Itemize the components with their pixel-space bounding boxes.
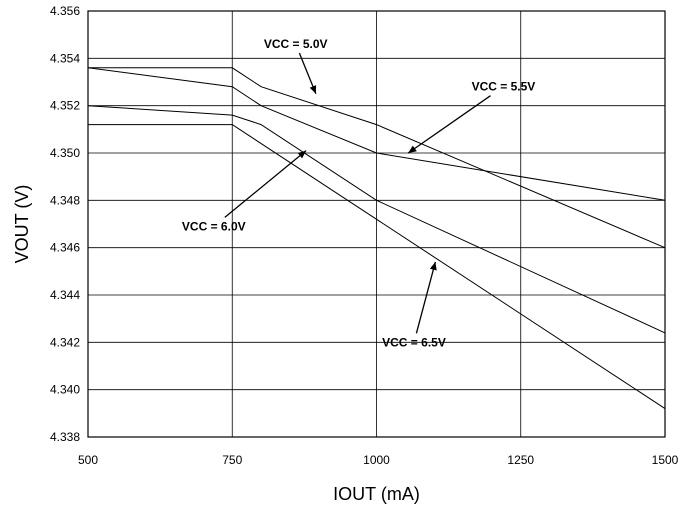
x-axis-label: IOUT (mA) [333,484,420,504]
series-line-4 [88,124,666,410]
x-tick-label: 750 [222,453,242,467]
annotation-label: VCC = 6.5V [382,335,446,349]
y-tick-label: 4.342 [50,335,80,349]
annotation-arrow-line [415,261,437,334]
y-tick-label: 4.344 [50,288,80,302]
x-tick-label: 1000 [363,453,390,467]
annotation-arrowhead [297,150,307,159]
series-line-3 [87,105,666,334]
annotation-label: VCC = 5.5V [472,80,536,94]
annotation-arrowhead [309,85,317,94]
series-lines [87,67,666,410]
y-tick-label: 4.346 [50,241,80,255]
annotation-label: VCC = 5.0V [264,37,328,51]
y-axis-label: VOUT (V) [12,185,32,264]
tick-labels: 4.338 4.340 4.342 4.344 4.346 4.348 4.350 4.352… [50,4,679,467]
x-tick-label: 1500 [652,453,679,467]
annotation-label: VCC = 6.0V [182,219,246,233]
annotations: VCC = 5.0V VCC = 5.5V VCC = 6.0V VCC = 6.5V [182,37,535,349]
annotation-arrowhead [429,261,437,271]
annotation-arrow-line [407,95,491,154]
y-tick-label: 4.340 [50,383,80,397]
x-tick-label: 500 [78,453,98,467]
series-line-1 [88,67,666,249]
y-tick-label: 4.348 [50,193,80,207]
y-tick-label: 4.354 [50,51,80,65]
y-tick-label: 4.338 [50,430,80,444]
y-tick-label: 4.350 [50,146,80,160]
y-tick-label: 4.356 [50,4,80,18]
plot-frame [87,10,666,438]
annotation-arrow-line [224,150,307,218]
annotation-arrowhead [408,145,417,153]
y-tick-label: 4.352 [50,99,80,113]
grid-lines [87,10,666,438]
series-line-2 [87,67,666,201]
x-tick-label: 1250 [507,453,534,467]
